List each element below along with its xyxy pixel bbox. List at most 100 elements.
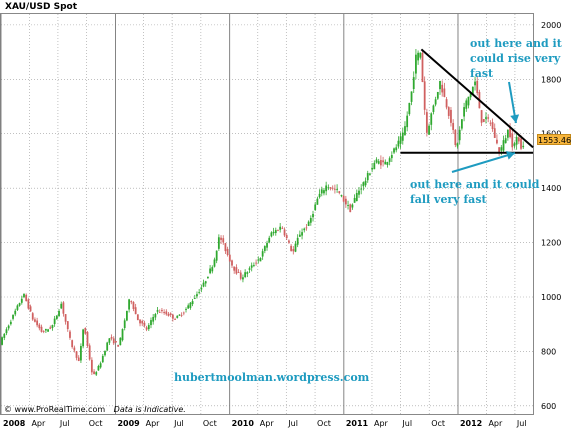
- candle: [128, 298, 130, 313]
- candle: [456, 142, 459, 149]
- candle-body: [106, 342, 109, 351]
- candle-body: [3, 333, 6, 338]
- candle: [277, 229, 279, 232]
- candle-body: [439, 80, 441, 90]
- candle-body: [443, 88, 446, 97]
- candle: [248, 266, 251, 274]
- candle: [312, 210, 314, 222]
- candle-body: [298, 234, 301, 237]
- candle-body: [23, 293, 25, 298]
- candle: [412, 71, 415, 94]
- candle-body: [25, 294, 28, 301]
- candle: [513, 141, 516, 149]
- x-tick-label: 2008: [3, 419, 26, 428]
- candle: [88, 343, 91, 361]
- candle: [80, 343, 82, 363]
- candle: [1, 336, 3, 346]
- candle-body: [128, 299, 130, 310]
- candle: [325, 181, 328, 196]
- candle: [410, 91, 413, 106]
- resistance-trendline: [420, 48, 534, 149]
- candle: [139, 319, 141, 327]
- candle: [222, 235, 225, 245]
- candle-body: [193, 297, 196, 299]
- candle-body: [294, 243, 297, 252]
- candle-body: [419, 52, 422, 58]
- candle-body: [95, 372, 98, 375]
- candle: [40, 324, 43, 333]
- candle-body: [222, 238, 225, 243]
- candle-body: [182, 312, 185, 314]
- candle-body: [235, 267, 238, 274]
- data-note: Data is Indicative.: [113, 405, 186, 414]
- candle-body: [125, 310, 128, 321]
- candle-body: [53, 318, 56, 325]
- candle: [336, 184, 338, 193]
- candle-body: [342, 196, 345, 202]
- candle-body: [180, 314, 183, 316]
- candle-body: [316, 198, 319, 205]
- candle-body: [283, 229, 286, 236]
- candle-body: [285, 235, 288, 239]
- candle: [125, 310, 128, 322]
- candle-body: [174, 319, 176, 320]
- candle: [16, 304, 19, 312]
- candle-body: [14, 310, 17, 315]
- candle: [404, 121, 406, 136]
- candle-body: [211, 267, 214, 272]
- candle: [106, 341, 109, 352]
- candle-body: [517, 137, 520, 142]
- candle-body: [355, 192, 358, 202]
- candle-body: [351, 204, 354, 208]
- candle: [141, 319, 144, 327]
- candle-body: [69, 331, 71, 338]
- candle-body: [399, 136, 402, 144]
- candle: [285, 233, 288, 240]
- candle-body: [97, 366, 100, 371]
- candle: [226, 246, 229, 257]
- candle-body: [191, 301, 194, 305]
- candle-body: [450, 109, 452, 123]
- candle: [7, 324, 10, 331]
- candle: [220, 235, 222, 244]
- candle-body: [171, 314, 174, 319]
- candle: [244, 269, 247, 279]
- candle: [71, 339, 74, 349]
- candle-body: [36, 320, 39, 326]
- candle-body: [60, 303, 63, 309]
- candle-body: [29, 306, 32, 312]
- candle: [25, 293, 28, 302]
- candle: [465, 98, 468, 112]
- candle-body: [331, 187, 334, 189]
- candle: [150, 317, 152, 329]
- candle-body: [62, 302, 65, 314]
- candle-body: [259, 258, 262, 262]
- candle-body: [255, 262, 257, 264]
- rise-arrow: [508, 81, 520, 124]
- candle-body: [447, 107, 450, 116]
- candle-body: [93, 371, 95, 375]
- candle: [178, 314, 181, 316]
- candle: [371, 163, 374, 173]
- candle-body: [281, 227, 284, 229]
- candle-body: [489, 122, 492, 124]
- chart-title: XAU/USD Spot: [5, 2, 78, 12]
- candle: [454, 129, 457, 148]
- candle: [401, 127, 404, 145]
- candle: [132, 301, 135, 312]
- candle: [509, 123, 511, 139]
- candle: [366, 170, 369, 183]
- candle: [415, 48, 417, 80]
- candle: [373, 160, 376, 170]
- candle: [154, 312, 157, 321]
- candle: [224, 242, 227, 255]
- candle-body: [152, 316, 155, 322]
- candle-body: [7, 325, 10, 329]
- candle-body: [384, 161, 387, 165]
- candle-body: [471, 86, 474, 95]
- candle: [377, 158, 380, 165]
- candle: [301, 228, 303, 240]
- candle-body: [242, 277, 244, 280]
- candle: [480, 109, 483, 127]
- candle-body: [318, 193, 321, 198]
